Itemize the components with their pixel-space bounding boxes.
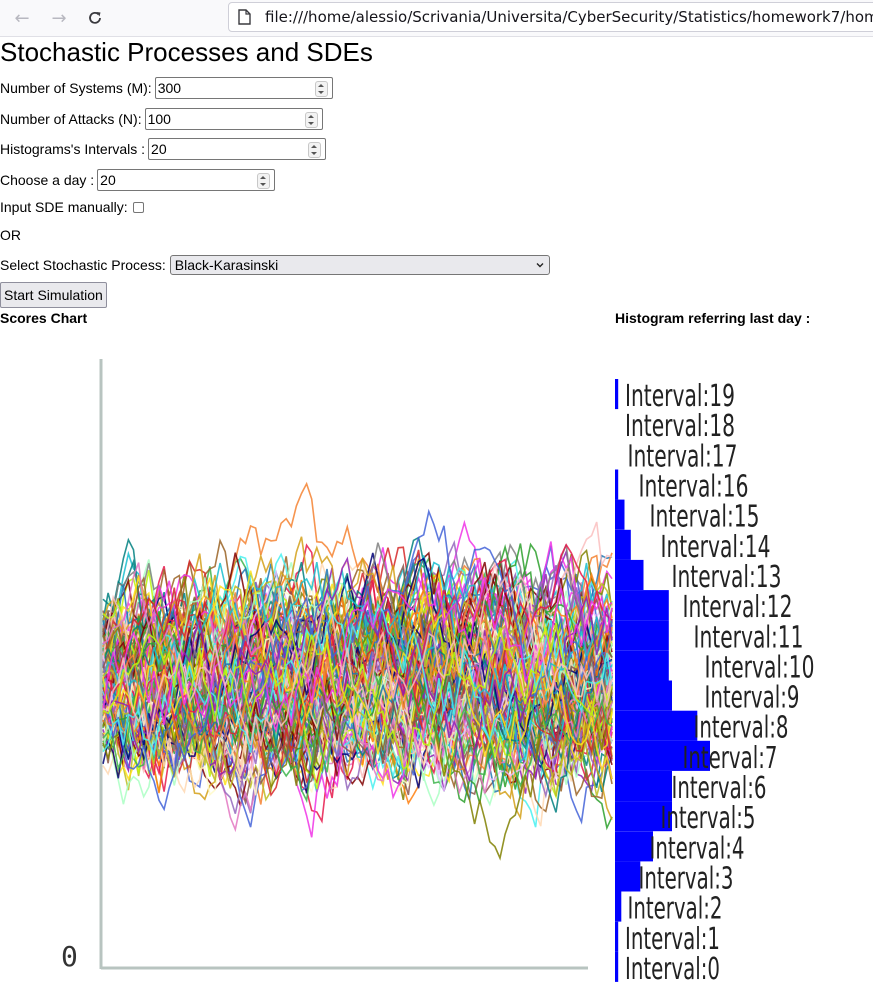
histogram-label: Interval:1: [625, 922, 720, 957]
histogram-bar: [615, 379, 619, 410]
sde-manual-row: Input SDE manually:: [0, 198, 144, 216]
histogram-chart: Interval:0Interval:1Interval:2Interval:3…: [615, 379, 815, 984]
series-line: [102, 576, 613, 784]
histogram-bar: [615, 499, 625, 530]
histogram-label: Interval:19: [625, 379, 735, 414]
sde-manual-checkbox[interactable]: [132, 201, 144, 213]
histogram-label: Interval:9: [705, 681, 800, 716]
histogram-label: Interval:14: [661, 530, 771, 565]
histogram-label: Interval:5: [661, 801, 756, 836]
page-title: Stochastic Processes and SDEs: [0, 37, 373, 67]
series-line: [102, 599, 613, 758]
series-line: [102, 561, 613, 764]
histogram-bar: [615, 770, 672, 801]
histogram-bar: [615, 680, 672, 711]
process-label: Select Stochastic Process:: [0, 257, 166, 273]
attacks-label: Number of Attacks (N):: [0, 111, 142, 127]
histogram-label: Interval:16: [639, 470, 749, 505]
histogram-bar: [615, 951, 619, 982]
attacks-value: 100: [147, 111, 171, 127]
sde-manual-label: Input SDE manually:: [0, 199, 128, 215]
histogram-bar: [615, 559, 644, 590]
histogram-bar: [615, 469, 619, 500]
process-row: Select Stochastic Process: Black-Karasin…: [0, 255, 550, 275]
scores-chart: 0: [61, 359, 613, 973]
forward-arrow-icon[interactable]: →: [51, 7, 67, 29]
systems-spinner-icon[interactable]: [314, 81, 328, 97]
attacks-spinner-icon[interactable]: [304, 112, 318, 128]
histogram-title: Histogram referring last day :: [615, 310, 811, 326]
url-text: file:///home/alessio/Scrivania/Universit…: [265, 8, 873, 26]
start-simulation-button[interactable]: Start Simulation: [0, 282, 107, 308]
day-value: 20: [100, 172, 116, 188]
intervals-value: 20: [151, 141, 167, 157]
intervals-row: Histograms's Intervals : 20: [0, 138, 327, 160]
series-line: [102, 556, 613, 782]
series-line: [102, 536, 613, 821]
series-line: [102, 562, 613, 747]
reload-icon[interactable]: [81, 4, 109, 32]
or-row: OR: [0, 226, 21, 244]
attacks-row: Number of Attacks (N): 100: [0, 108, 323, 130]
process-value: Black-Karasinski: [174, 257, 279, 273]
histogram-label: Interval:4: [650, 831, 745, 866]
or-text: OR: [0, 227, 21, 243]
back-arrow-icon[interactable]: ←: [14, 7, 30, 29]
histogram-bar: [615, 590, 669, 621]
histogram-label: Interval:13: [672, 560, 782, 595]
histogram-label: Interval:17: [628, 439, 738, 474]
series-line: [102, 600, 613, 789]
intervals-input[interactable]: 20: [148, 138, 327, 160]
histogram-bar: [615, 740, 710, 771]
histogram-label: Interval:6: [672, 771, 767, 806]
systems-input[interactable]: 300: [154, 77, 333, 99]
systems-row: Number of Systems (M): 300: [0, 77, 333, 99]
day-row: Choose a day : 20: [0, 169, 276, 191]
systems-label: Number of Systems (M):: [0, 80, 152, 96]
day-spinner-icon[interactable]: [257, 173, 271, 189]
address-bar[interactable]: file:///home/alessio/Scrivania/Universit…: [228, 2, 873, 32]
histogram-label: Interval:2: [628, 892, 723, 927]
histogram-bar: [615, 861, 641, 892]
chevron-down-icon: [536, 263, 544, 268]
attacks-input[interactable]: 100: [144, 108, 323, 130]
histogram-label: Interval:15: [650, 500, 760, 535]
histogram-label: Interval:11: [694, 620, 804, 655]
intervals-spinner-icon[interactable]: [308, 142, 322, 158]
page-content: Stochastic Processes and SDEs Number of …: [0, 36, 873, 984]
histogram-bar: [615, 650, 669, 681]
histogram-label: Interval:10: [705, 650, 815, 685]
histogram-bar: [615, 801, 672, 832]
histogram-label: Interval:3: [639, 862, 734, 897]
histogram-bar: [615, 831, 653, 862]
histogram-label: Interval:18: [625, 409, 735, 444]
histogram-bar: [615, 921, 619, 952]
systems-value: 300: [157, 80, 182, 96]
histogram-bar: [615, 529, 631, 560]
day-label: Choose a day :: [0, 172, 95, 188]
histogram-bar: [615, 620, 669, 651]
y-tick-zero: 0: [61, 940, 78, 973]
series-line: [102, 508, 613, 812]
histogram-bar: [615, 891, 622, 922]
page-file-icon: [238, 9, 251, 25]
histogram-label: Interval:12: [683, 590, 793, 625]
histogram-bar: [615, 710, 698, 741]
scores-chart-title: Scores Chart: [0, 310, 88, 326]
histogram-label: Interval:8: [694, 711, 789, 746]
intervals-label: Histograms's Intervals :: [0, 141, 146, 157]
browser-toolbar: ← → file:///home/alessio/Scrivania/Unive…: [0, 0, 873, 37]
process-select[interactable]: Black-Karasinski: [169, 255, 550, 275]
series-line: [102, 627, 613, 804]
histogram-label: Interval:0: [625, 952, 720, 984]
day-input[interactable]: 20: [97, 169, 276, 191]
histogram-label: Interval:7: [683, 741, 778, 776]
